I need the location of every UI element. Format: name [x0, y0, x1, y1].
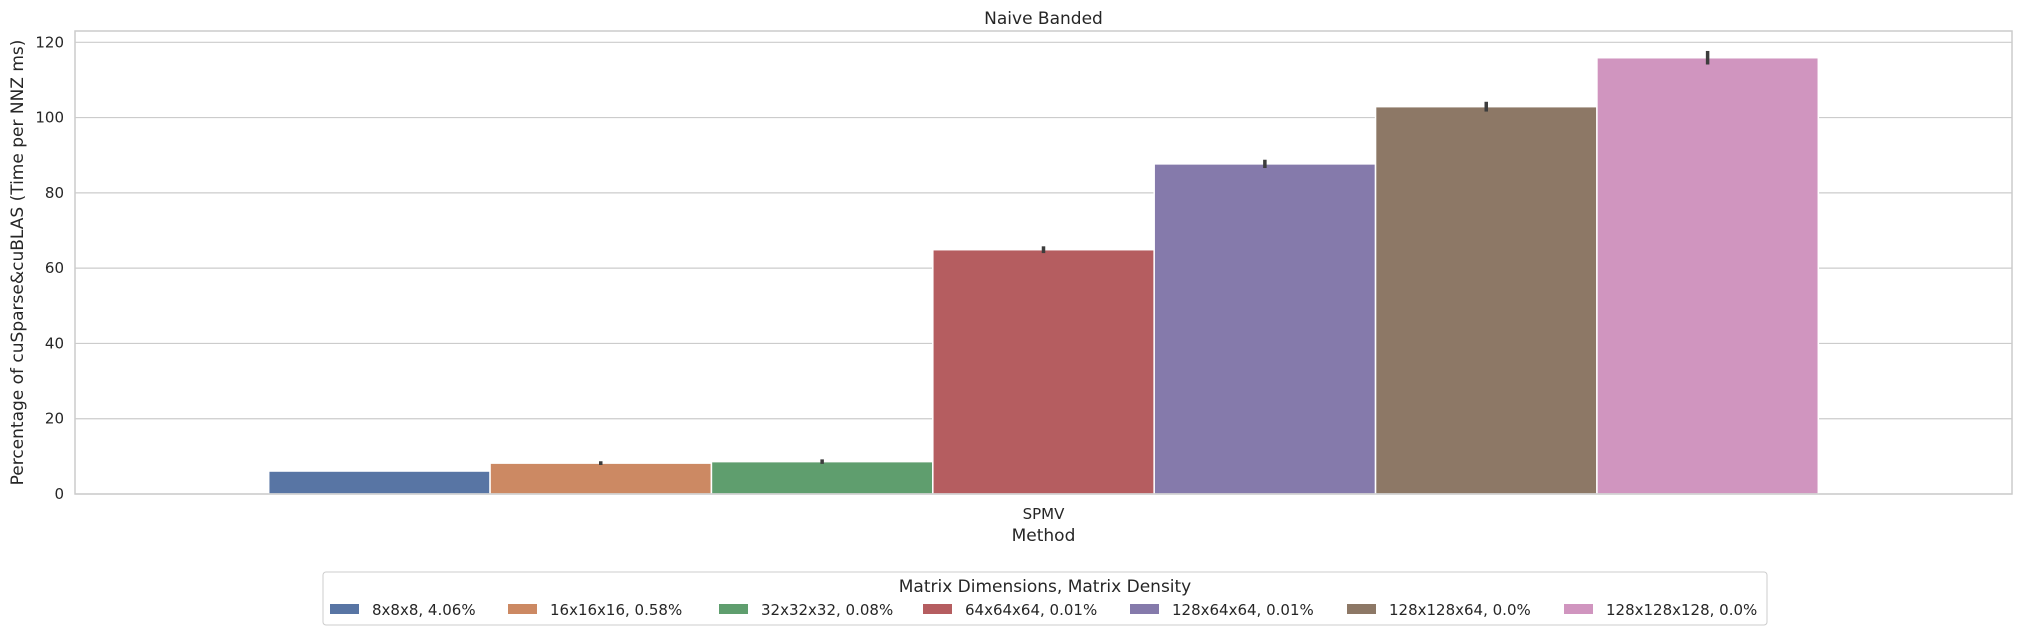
legend-box [322, 571, 1768, 626]
chart-title: Naive Banded [984, 9, 1103, 29]
x-axis-label: Method [1012, 526, 1076, 546]
legend-swatch [1564, 604, 1593, 614]
y-tick-label: 20 [45, 410, 64, 428]
legend-label: 128x128x64, 0.0% [1389, 601, 1531, 619]
legend-swatch [923, 604, 952, 614]
y-tick-label: 100 [35, 109, 64, 127]
legend-swatch [508, 604, 537, 614]
bar-64x64x64, 0.01% [932, 248, 1155, 495]
legend-label: 128x64x64, 0.01% [1172, 601, 1314, 619]
bar-128x128x128, 0.0% [1596, 56, 1820, 495]
legend-label: 128x128x128, 0.0% [1606, 601, 1757, 619]
x-tick-label: SPMV [1023, 505, 1066, 523]
legend-label: 64x64x64, 0.01% [965, 601, 1097, 619]
y-tick-labels: 0 20 40 60 80 100 120 [35, 33, 64, 503]
legend-label: 16x16x16, 0.58% [550, 601, 682, 619]
bar-128x64x64, 0.01% [1153, 163, 1377, 495]
legend: Matrix Dimensions, Matrix Density 8x8x8,… [322, 571, 1768, 626]
legend-swatch [1130, 604, 1159, 614]
x-tick-labels: SPMV [1023, 505, 1066, 523]
error-bars [599, 50, 1710, 466]
plot-frame [74, 30, 2013, 495]
y-tick-label: 0 [54, 485, 64, 503]
bar-128x128x64, 0.0% [1374, 105, 1598, 495]
legend-swatch [1347, 604, 1376, 614]
legend-swatch [330, 604, 359, 614]
legend-label: 32x32x32, 0.08% [761, 601, 893, 619]
bars [267, 56, 1820, 495]
legend-items: 8x8x8, 4.06% 16x16x16, 0.58% 32x32x32, 0.0… [330, 601, 1757, 619]
legend-swatch [719, 604, 748, 614]
y-axis-label: Percentage of cuSparse&cuBLAS (Time per … [8, 40, 28, 486]
legend-title: Matrix Dimensions, Matrix Density [899, 577, 1192, 597]
bar-32x32x32, 0.08% [710, 460, 934, 495]
y-tick-label: 40 [45, 334, 64, 352]
legend-label: 8x8x8, 4.06% [372, 601, 476, 619]
y-tick-label: 80 [45, 184, 64, 202]
y-tick-label: 120 [35, 33, 64, 51]
bar-8x8x8, 4.06% [267, 470, 491, 495]
y-tick-label: 60 [45, 259, 64, 277]
bar-16x16x16, 0.58% [489, 462, 713, 495]
